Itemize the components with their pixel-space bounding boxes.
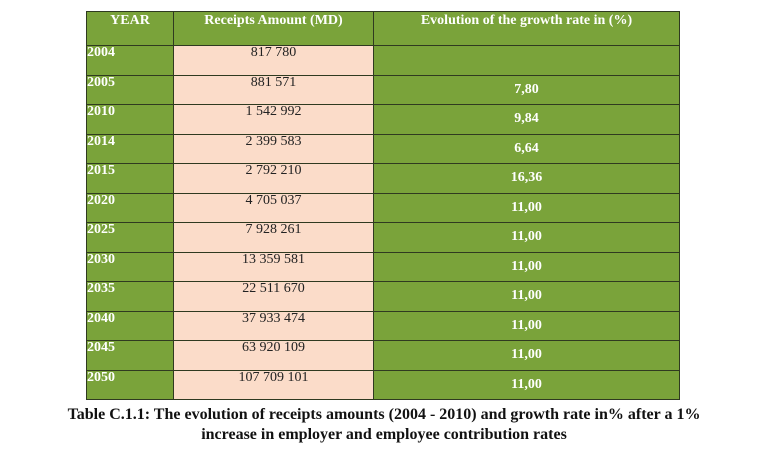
table-row: 2050 107 709 101 11,00 bbox=[86, 369, 680, 400]
amount-cell: 1 542 992 bbox=[173, 104, 374, 135]
table-row: 2030 13 359 581 11,00 bbox=[86, 251, 680, 282]
rate-cell: 9,84 bbox=[373, 104, 680, 135]
amount-cell: 2 399 583 bbox=[173, 133, 374, 164]
year-cell: 2010 bbox=[86, 104, 174, 135]
year-cell: 2015 bbox=[86, 163, 174, 194]
amount-cell: 4 705 037 bbox=[173, 192, 374, 223]
year-cell: 2040 bbox=[86, 310, 174, 341]
amount-cell: 2 792 210 bbox=[173, 163, 374, 194]
table-row: 2025 7 928 261 11,00 bbox=[86, 222, 680, 253]
rate-cell: 11,00 bbox=[373, 310, 680, 341]
amount-cell: 37 933 474 bbox=[173, 310, 374, 341]
amount-cell: 7 928 261 bbox=[173, 222, 374, 253]
year-cell: 2014 bbox=[86, 133, 174, 164]
amount-cell: 881 571 bbox=[173, 74, 374, 105]
amount-cell: 63 920 109 bbox=[173, 340, 374, 371]
year-cell: 2005 bbox=[86, 74, 174, 105]
rate-column-header: Evolution of the growth rate in (%) bbox=[373, 11, 680, 46]
year-cell: 2045 bbox=[86, 340, 174, 371]
table-row: 2010 1 542 992 9,84 bbox=[86, 104, 680, 135]
rate-cell: 11,00 bbox=[373, 369, 680, 400]
receipts-table: YEAR Receipts Amount (MD) Evolution of t… bbox=[86, 11, 680, 400]
table-row: 2005 881 571 7,80 bbox=[86, 74, 680, 105]
caption-line-1: Table C.1.1: The evolution of receipts a… bbox=[67, 406, 701, 423]
year-cell: 2030 bbox=[86, 251, 174, 282]
amount-cell: 13 359 581 bbox=[173, 251, 374, 282]
rate-cell bbox=[373, 45, 680, 76]
table-row: 2014 2 399 583 6,64 bbox=[86, 133, 680, 164]
rate-cell: 11,00 bbox=[373, 340, 680, 371]
table-body: 2004 817 780 2005 881 571 7,80 2010 1 542 992 9… bbox=[86, 45, 680, 400]
year-cell: 2035 bbox=[86, 281, 174, 312]
table-row: 2004 817 780 bbox=[86, 45, 680, 76]
rate-cell: 11,00 bbox=[373, 251, 680, 282]
rate-cell: 11,00 bbox=[373, 281, 680, 312]
rate-cell: 7,80 bbox=[373, 74, 680, 105]
amount-cell: 817 780 bbox=[173, 45, 374, 76]
table-header-row: YEAR Receipts Amount (MD) Evolution of t… bbox=[86, 11, 680, 46]
table-row: 2040 37 933 474 11,00 bbox=[86, 310, 680, 341]
caption-line-2: increase in employer and employee contri… bbox=[201, 426, 567, 443]
year-cell: 2004 bbox=[86, 45, 174, 76]
table-row: 2020 4 705 037 11,00 bbox=[86, 192, 680, 223]
table-caption: Table C.1.1: The evolution of receipts a… bbox=[0, 405, 768, 445]
amount-column-header: Receipts Amount (MD) bbox=[173, 11, 374, 46]
rate-cell: 6,64 bbox=[373, 133, 680, 164]
table-row: 2015 2 792 210 16,36 bbox=[86, 163, 680, 194]
year-cell: 2025 bbox=[86, 222, 174, 253]
amount-cell: 22 511 670 bbox=[173, 281, 374, 312]
year-cell: 2020 bbox=[86, 192, 174, 223]
rate-cell: 11,00 bbox=[373, 192, 680, 223]
rate-cell: 16,36 bbox=[373, 163, 680, 194]
amount-cell: 107 709 101 bbox=[173, 369, 374, 400]
table-row: 2045 63 920 109 11,00 bbox=[86, 340, 680, 371]
year-column-header: YEAR bbox=[86, 11, 174, 46]
year-cell: 2050 bbox=[86, 369, 174, 400]
table-row: 2035 22 511 670 11,00 bbox=[86, 281, 680, 312]
rate-cell: 11,00 bbox=[373, 222, 680, 253]
